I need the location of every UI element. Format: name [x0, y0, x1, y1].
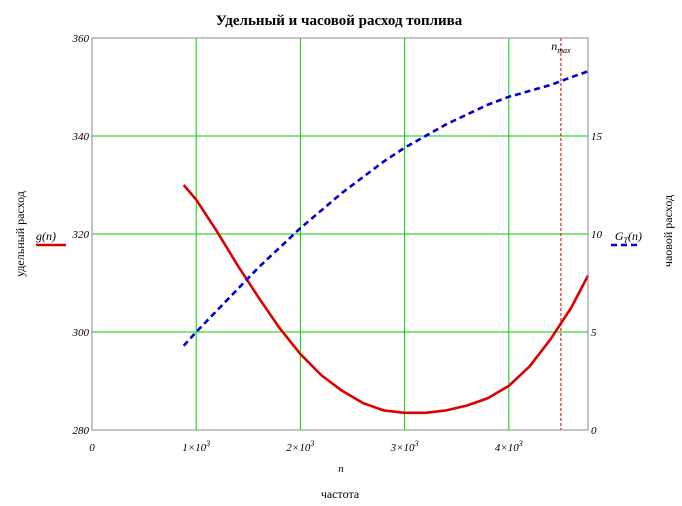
left-axis-ticks: 280 300 320 340 360 — [72, 33, 90, 437]
y-axis-right-label: чаовой расход — [661, 195, 675, 267]
series-line-g — [182, 184, 590, 415]
legend-label: g(n) — [36, 229, 56, 243]
x-tick-label-0: 0 — [89, 442, 95, 454]
x-tick-label-1: 1×103 — [182, 439, 210, 454]
y-left-tick-label-3: 340 — [72, 131, 90, 143]
chart-title: Удельный и часовой расход топлива — [216, 13, 463, 29]
y-left-tick-label-4: 360 — [72, 33, 90, 45]
y-right-tick-label-1: 5 — [591, 327, 597, 339]
x-tick-label-3: 3×103 — [390, 439, 419, 454]
y-left-tick-label-2: 320 — [72, 229, 90, 241]
y-left-tick-label-1: 300 — [72, 327, 90, 339]
y-right-tick-label-0: 0 — [591, 425, 597, 437]
x-axis-label: частота — [321, 487, 360, 501]
nmax-marker: nmax — [551, 38, 571, 430]
x-tick-label-2: 2×103 — [286, 439, 314, 454]
legend-label: GT(n) — [615, 229, 642, 245]
series-line-gt — [182, 70, 589, 347]
x-axis-ticks: 0 1×103 2×103 3×103 4×103 — [89, 439, 523, 454]
legend-g: g(n) — [36, 229, 66, 247]
y-right-tick-label-2: 10 — [591, 229, 603, 241]
y-right-tick-label-3: 15 — [591, 131, 603, 143]
y-axis-left-label: удельный расход — [13, 191, 27, 277]
nmax-label: nmax — [551, 39, 571, 55]
right-axis-ticks: 0 5 10 15 — [591, 131, 603, 437]
x-tick-label-4: 4×103 — [495, 439, 523, 454]
plot-frame — [91, 37, 589, 431]
y-left-tick-label-0: 280 — [73, 425, 90, 437]
legend-gt: GT(n) — [611, 229, 642, 247]
series-group — [182, 70, 590, 415]
grid-lines — [92, 38, 588, 430]
x-axis-variable: n — [338, 463, 344, 475]
